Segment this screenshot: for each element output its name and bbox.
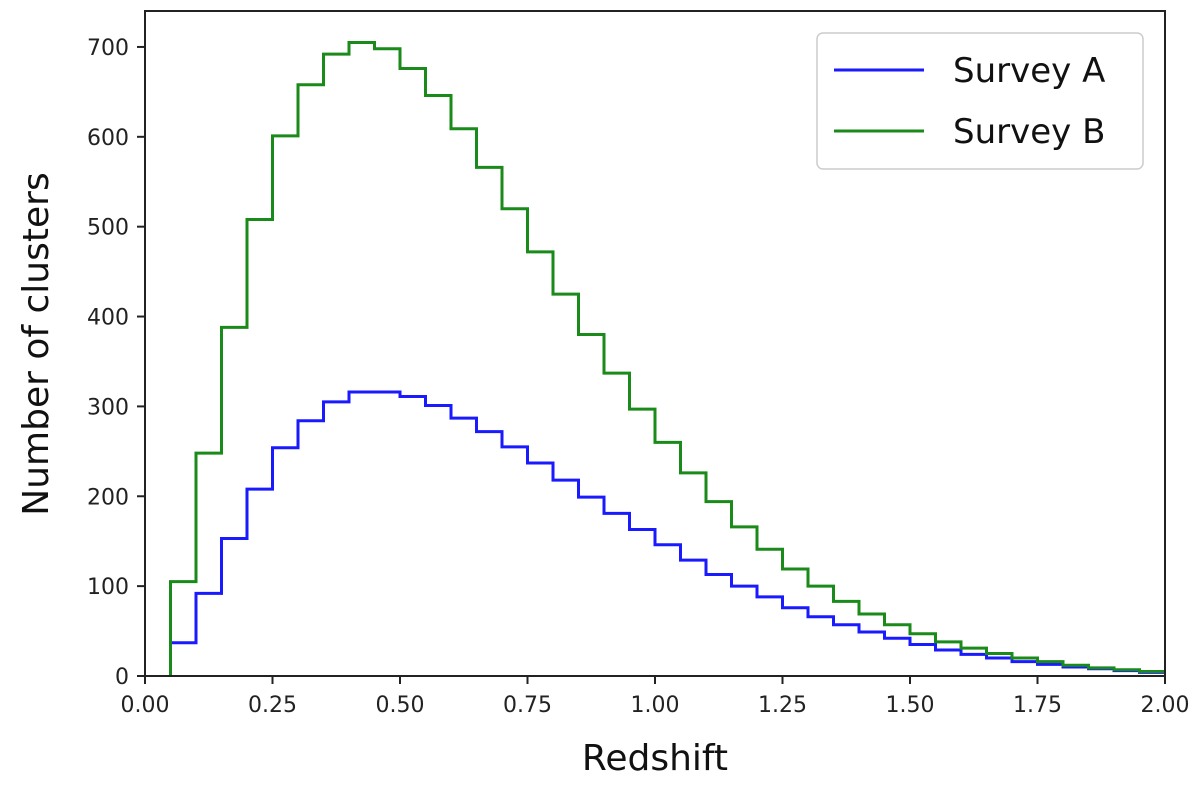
x-axis-label: Redshift bbox=[582, 738, 728, 779]
legend-label-survey-a: Survey A bbox=[953, 51, 1105, 91]
x-axis-ticks: 0.00 0.25 0.50 0.75 1.00 1.25 1.50 1.75 2.00 bbox=[121, 676, 1190, 718]
x-tick-label: 1.00 bbox=[631, 693, 680, 718]
y-axis-label: Number of clusters bbox=[16, 172, 57, 515]
y-tick-label: 400 bbox=[87, 306, 129, 331]
y-tick-label: 0 bbox=[115, 665, 129, 690]
y-tick-label: 700 bbox=[87, 36, 129, 61]
y-tick-label: 600 bbox=[87, 126, 129, 151]
legend: Survey A Survey B bbox=[816, 32, 1144, 170]
x-tick-label: 0.00 bbox=[121, 693, 170, 718]
x-tick-label: 1.25 bbox=[758, 693, 807, 718]
x-tick-label: 0.50 bbox=[376, 693, 425, 718]
x-tick-label: 0.25 bbox=[248, 693, 297, 718]
y-tick-label: 500 bbox=[87, 216, 129, 241]
x-tick-label: 0.75 bbox=[503, 693, 552, 718]
legend-label-survey-b: Survey B bbox=[953, 112, 1105, 152]
series-line-survey-b bbox=[169, 40, 1165, 676]
series-group bbox=[169, 40, 1165, 676]
series-line-survey-a bbox=[169, 390, 1165, 676]
y-tick-label: 200 bbox=[87, 485, 129, 510]
x-tick-label: 1.75 bbox=[1013, 693, 1062, 718]
legend-box bbox=[816, 32, 1144, 170]
y-tick-label: 300 bbox=[87, 395, 129, 420]
x-tick-label: 1.50 bbox=[886, 693, 935, 718]
x-tick-label: 2.00 bbox=[1141, 693, 1190, 718]
y-axis-ticks: 0 100 200 300 400 500 600 700 bbox=[87, 36, 145, 690]
y-tick-label: 100 bbox=[87, 575, 129, 600]
